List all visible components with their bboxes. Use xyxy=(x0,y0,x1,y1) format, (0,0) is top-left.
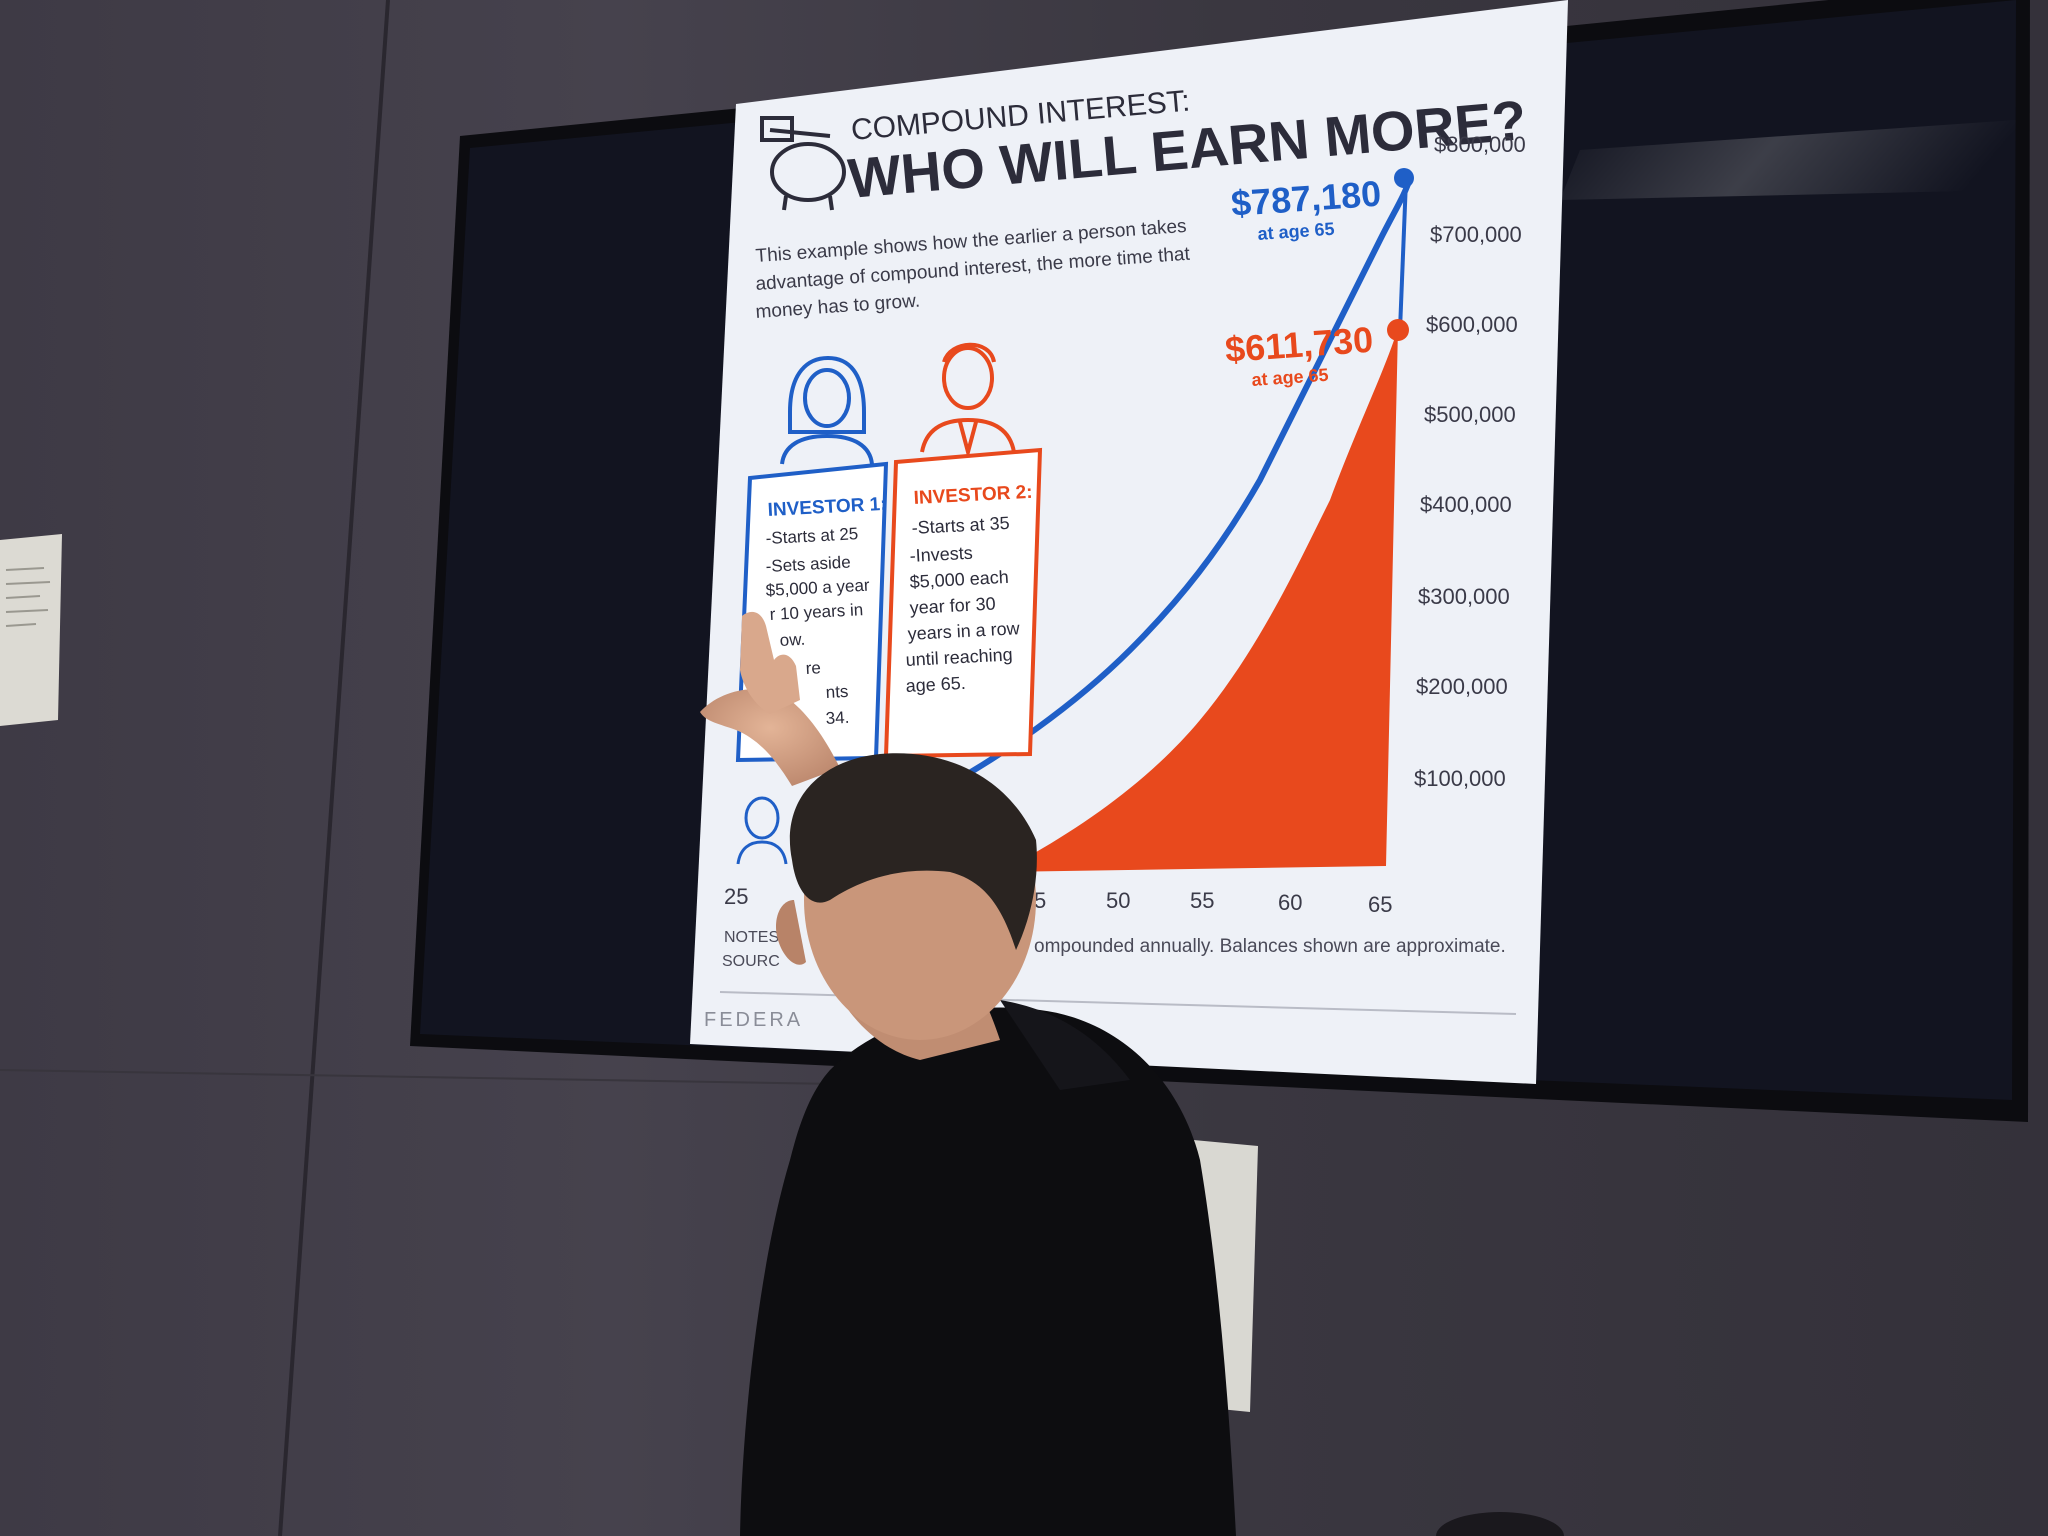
callout-investor1: $787,180 at age 65 xyxy=(1230,173,1383,244)
presenter-hair xyxy=(789,753,1037,950)
presenter-shirt xyxy=(740,1007,1236,1536)
y-tick: $200,000 xyxy=(1416,674,1508,699)
presenter-shoulder xyxy=(1000,1000,1130,1090)
presenter xyxy=(700,611,1236,1536)
y-tick: $100,000 xyxy=(1414,766,1506,791)
presenter-arm xyxy=(700,689,840,786)
wall-seam xyxy=(278,0,390,1536)
x-tick: 60 xyxy=(1278,890,1302,915)
investor1-line: 34. xyxy=(825,708,850,728)
investor1-to-investor2-line xyxy=(1398,179,1408,331)
wall-seam xyxy=(0,1069,901,1086)
y-tick: $700,000 xyxy=(1430,222,1522,247)
notes-label: NOTES: xyxy=(724,929,784,946)
investor1-line: nts xyxy=(825,682,849,702)
investor2-line: age 65. xyxy=(905,673,966,696)
source-label: SOURC xyxy=(722,953,780,970)
investor2-line: -Invests xyxy=(909,543,973,566)
investor1-line xyxy=(918,177,1413,803)
y-tick: $600,000 xyxy=(1426,312,1518,337)
slide-notes: NOTES: SOURC ompounded annually. Balance… xyxy=(704,929,1506,1031)
y-tick: $500,000 xyxy=(1424,402,1516,427)
investor1-end-dot xyxy=(1394,168,1414,188)
investor1-line: r 10 years in xyxy=(769,600,863,624)
y-tick: $300,000 xyxy=(1418,584,1510,609)
small-avatar-icon xyxy=(736,796,788,865)
audience-head xyxy=(1436,1512,1564,1536)
investor1-line: re xyxy=(805,658,821,678)
investor1-line: -Starts at 25 xyxy=(765,524,858,548)
x-tick: 55 xyxy=(1190,888,1214,913)
investor2-end-dot xyxy=(1387,319,1409,341)
investor1-avatar-icon xyxy=(780,355,874,465)
x-tick: 65 xyxy=(1368,892,1392,917)
y-tick: $800,000 xyxy=(1434,132,1526,157)
x-axis-ticks: 25 5 50 55 60 65 xyxy=(724,884,1392,917)
y-axis-ticks: $800,000 $700,000 $600,000 $500,000 $400… xyxy=(1414,132,1526,791)
piggy-bank-icon xyxy=(760,116,846,211)
x-tick: 50 xyxy=(1106,888,1130,913)
investor2-avatar-icon xyxy=(920,342,1016,460)
investor2-area xyxy=(1000,328,1398,872)
investor2-line: year for 30 xyxy=(909,594,996,618)
presenter-ear xyxy=(775,900,806,965)
screen-glare xyxy=(1560,120,2016,200)
x-tick: 25 xyxy=(724,884,748,909)
investor2-box xyxy=(883,447,1043,759)
wall-paper-left xyxy=(0,534,62,726)
presenter-hand xyxy=(740,611,800,714)
investor1-line: ow. xyxy=(779,630,805,650)
y-tick: $400,000 xyxy=(1420,492,1512,517)
wall-paper-left-lines xyxy=(5,567,51,627)
footer-text: FEDERA xyxy=(704,1009,803,1031)
x-tick: 5 xyxy=(1034,888,1046,913)
investor1-line: -Sets aside xyxy=(765,553,851,576)
notes-text: ompounded annually. Balances shown are a… xyxy=(1034,936,1506,957)
